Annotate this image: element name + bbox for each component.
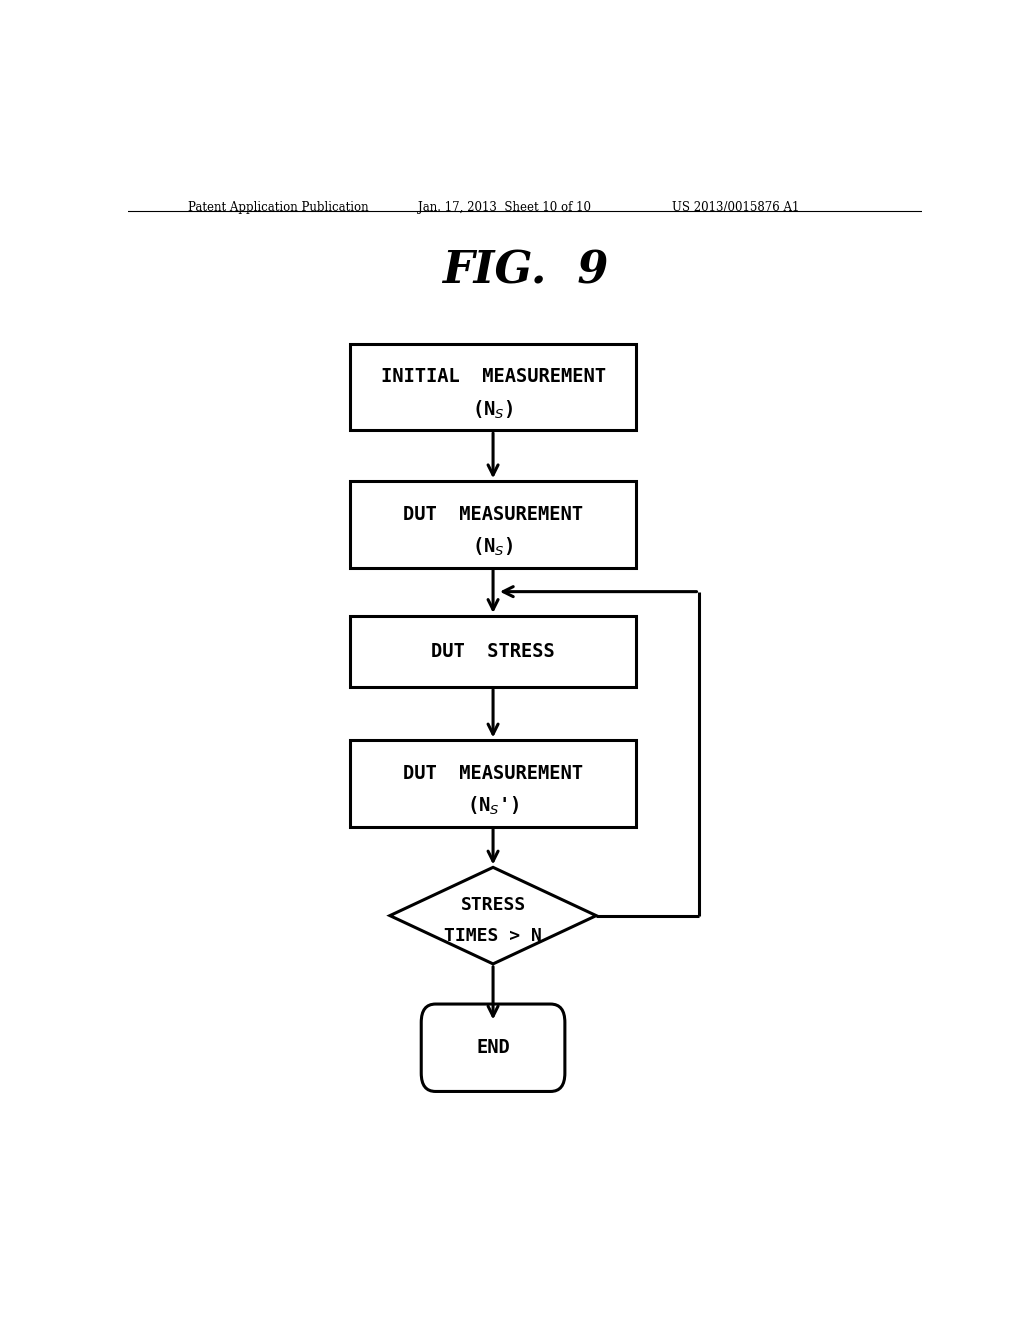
Bar (350, 345, 636, 430)
Text: FIG.  9: FIG. 9 (441, 249, 608, 293)
FancyBboxPatch shape (421, 1005, 565, 1092)
Text: END: END (476, 1039, 510, 1057)
Text: (N$_S$): (N$_S$) (472, 399, 514, 421)
Text: Jan. 17, 2013  Sheet 10 of 10: Jan. 17, 2013 Sheet 10 of 10 (418, 201, 591, 214)
Text: Patent Application Publication: Patent Application Publication (187, 201, 369, 214)
Text: (N$_S$): (N$_S$) (472, 536, 514, 558)
Polygon shape (390, 867, 596, 964)
Text: TIMES > N: TIMES > N (444, 927, 542, 945)
Text: US 2013/0015876 A1: US 2013/0015876 A1 (672, 201, 799, 214)
Bar (350, 615, 636, 686)
Text: (N$_S$'): (N$_S$') (467, 795, 519, 817)
Text: DUT  STRESS: DUT STRESS (431, 642, 555, 661)
Text: DUT  MEASUREMENT: DUT MEASUREMENT (403, 504, 583, 524)
Text: INITIAL  MEASUREMENT: INITIAL MEASUREMENT (381, 367, 605, 387)
Bar (350, 741, 636, 826)
Text: DUT  MEASUREMENT: DUT MEASUREMENT (403, 764, 583, 783)
Text: STRESS: STRESS (461, 896, 525, 915)
Bar (350, 480, 636, 568)
